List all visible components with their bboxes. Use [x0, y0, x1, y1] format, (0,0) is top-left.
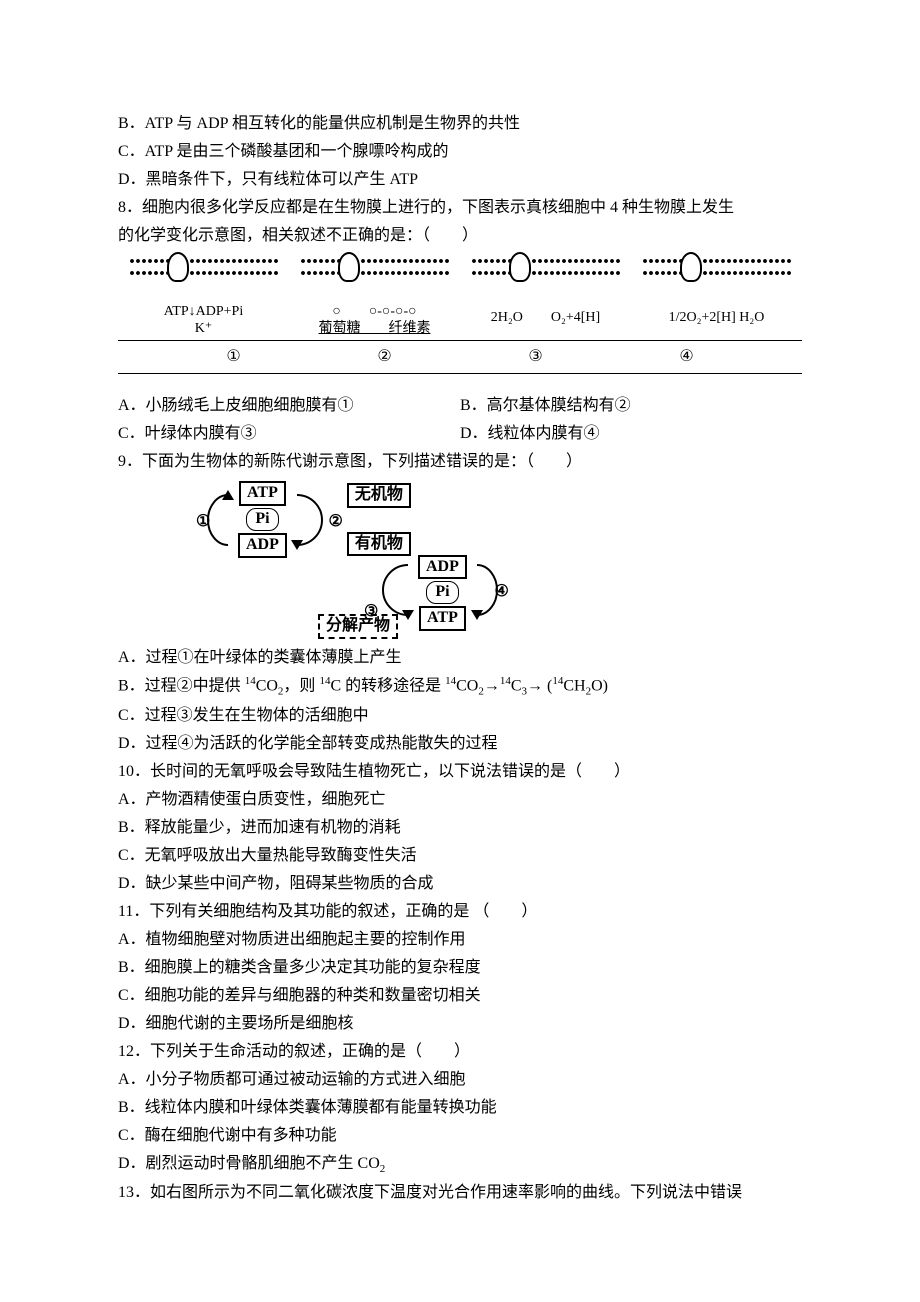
- box-adp: ADP: [238, 533, 287, 558]
- q9-stem: 9．下面为生物体的新陈代谢示意图，下列描述错误的是：（ ）: [118, 448, 802, 476]
- q8-line1: 8．细胞内很多化学反应都是在生物膜上进行的，下图表示真核细胞中 4 种生物膜上发…: [118, 194, 802, 222]
- q9b-s4: 14: [500, 675, 511, 687]
- box-pi-2: Pi: [426, 581, 458, 604]
- q9-optC: C．过程③发生在生物体的活细胞中: [118, 702, 802, 730]
- q11-stem: 11．下列有关细胞结构及其功能的叙述，正确的是 （ ）: [118, 898, 802, 926]
- q10-optB: B．释放能量少，进而加速有机物的消耗: [118, 814, 802, 842]
- m1-label1: ATP↓ADP+Pi: [118, 304, 289, 321]
- box-pi-1: Pi: [246, 508, 278, 531]
- q9b-end: → (: [527, 677, 552, 694]
- q11-optB: B．细胞膜上的糖类含量多少决定其功能的复杂程度: [118, 954, 802, 982]
- q9b-m1: ，则: [283, 677, 319, 694]
- membrane-3: 2H₂O O₂+4[H]: [460, 256, 631, 338]
- opt-c: C．ATP 是由三个磷酸基团和一个腺嘌呤构成的: [118, 138, 802, 166]
- q8-opts-row2: C．叶绿体内膜有③ D．线粒体内膜有④: [118, 420, 802, 448]
- q8-opts-row1: A．小肠绒毛上皮细胞细胞膜有① B．高尔基体膜结构有②: [118, 392, 802, 420]
- q11-optD: D．细胞代谢的主要场所是细胞核: [118, 1010, 802, 1038]
- box-inorg: 无机物: [347, 483, 411, 508]
- q9b-c3: C: [511, 677, 522, 694]
- q9b-pre: B．过程②中提供: [118, 677, 245, 694]
- q12-stem: 12．下列关于生命活动的叙述，正确的是（ ）: [118, 1038, 802, 1066]
- q12-optD: D．剧烈运动时骨骼肌细胞不产生 CO2: [118, 1150, 802, 1179]
- q12-optA: A．小分子物质都可通过被动运输的方式进入细胞: [118, 1066, 802, 1094]
- opt-d: D．黑暗条件下，只有线粒体可以产生 ATP: [118, 166, 802, 194]
- opt-b: B．ATP 与 ADP 相互转化的能量供应机制是生物界的共性: [118, 110, 802, 138]
- num-3: ③: [460, 343, 611, 371]
- q9b-s2: 14: [319, 675, 330, 687]
- metab-n4: ④: [495, 578, 509, 606]
- membrane-1: ATP↓ADP+Pi K⁺: [118, 256, 289, 338]
- m3-label1: 2H₂O O₂+4[H]: [460, 310, 631, 327]
- m1-label2: K⁺: [118, 321, 289, 338]
- q13-stem: 13．如右图所示为不同二氧化碳浓度下温度对光合作用速率影响的曲线。下列说法中错误: [118, 1179, 802, 1207]
- q12-optC: C．酶在细胞代谢中有多种功能: [118, 1122, 802, 1150]
- q8-optD: D．线粒体内膜有④: [460, 420, 802, 448]
- q9b-cm: C 的转移途径是: [330, 677, 445, 694]
- q9b-co2a: CO: [256, 677, 278, 694]
- q9b-s1: 14: [245, 675, 256, 687]
- box-atp: ATP: [239, 481, 286, 506]
- q9-optB: B．过程②中提供 14CO2，则 14C 的转移途径是 14CO2→14C3→ …: [118, 672, 802, 702]
- q8-optB: B．高尔基体膜结构有②: [460, 392, 802, 420]
- q9b-o: O): [591, 677, 608, 694]
- q8-optA: A．小肠绒毛上皮细胞细胞膜有①: [118, 392, 460, 420]
- membrane-4: 1/2O₂+2[H] H₂O: [631, 256, 802, 338]
- q9-optD: D．过程④为活跃的化学能全部转变成热能散失的过程: [118, 730, 802, 758]
- q12d-txt: D．剧烈运动时骨骼肌细胞不产生 CO: [118, 1155, 380, 1172]
- box-atp-2: ATP: [419, 606, 466, 631]
- m2-label1: ○ ○-○-○-○: [289, 304, 460, 321]
- q12d-sub: 2: [380, 1163, 386, 1175]
- membrane-2: ○ ○-○-○-○ 葡萄糖 纤维素: [289, 256, 460, 338]
- q11-optA: A．植物细胞壁对物质进出细胞起主要的控制作用: [118, 926, 802, 954]
- q9b-s3: 14: [445, 675, 456, 687]
- q9b-s5: 14: [552, 675, 563, 687]
- box-adp-2: ADP: [418, 555, 467, 580]
- num-1: ①: [158, 343, 309, 371]
- metab-n2: ②: [329, 508, 343, 536]
- q9-optA: A．过程①在叶绿体的类囊体薄膜上产生: [118, 644, 802, 672]
- q9b-ar1: →: [484, 677, 500, 694]
- q11-optC: C．细胞功能的差异与细胞器的种类和数量密切相关: [118, 982, 802, 1010]
- q9b-ch: CH: [563, 677, 585, 694]
- q9b-co2b: CO: [456, 677, 478, 694]
- metab-n1: ①: [196, 508, 210, 536]
- membrane-diagram-row: ATP↓ADP+Pi K⁺ ○ ○-○-○-○ 葡萄糖 纤维素 2H₂O O₂+…: [118, 256, 802, 338]
- num-2: ②: [309, 343, 460, 371]
- q8-optC: C．叶绿体内膜有③: [118, 420, 460, 448]
- membrane-number-row: ① ② ③ ④: [118, 340, 802, 374]
- m4-label1: 1/2O₂+2[H] H₂O: [631, 310, 802, 327]
- q10-optC: C．无氧呼吸放出大量热能导致酶变性失活: [118, 842, 802, 870]
- q10-stem: 10．长时间的无氧呼吸会导致陆生植物死亡，以下说法错误的是（ ）: [118, 758, 802, 786]
- metabolism-diagram: ① ATP Pi ADP ② 无机物 有机物 ③ ADP Pi ATP: [198, 480, 618, 640]
- q10-optD: D．缺少某些中间产物，阻碍某些物质的合成: [118, 870, 802, 898]
- metab-n3: ③: [364, 598, 378, 626]
- q8-line2: 的化学变化示意图，相关叙述不正确的是：（ ）: [118, 222, 802, 250]
- m2-label2: 葡萄糖 纤维素: [289, 321, 460, 338]
- num-4: ④: [611, 343, 762, 371]
- q12-optB: B．线粒体内膜和叶绿体类囊体薄膜都有能量转换功能: [118, 1094, 802, 1122]
- q10-optA: A．产物酒精使蛋白质变性，细胞死亡: [118, 786, 802, 814]
